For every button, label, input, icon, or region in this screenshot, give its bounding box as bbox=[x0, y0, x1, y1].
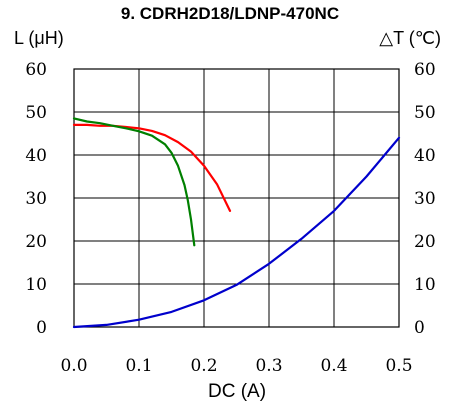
right-tick-label-2: 20 bbox=[414, 232, 436, 252]
left-tick-label-1: 10 bbox=[25, 275, 47, 295]
right-tick-label-0: 0 bbox=[414, 318, 425, 338]
series-line-0 bbox=[72, 123, 232, 212]
left-tick-labels: 0 10 20 30 40 50 60 bbox=[25, 60, 47, 338]
plot-frame bbox=[73, 68, 400, 328]
left-axis-label: L (μH) bbox=[14, 28, 64, 48]
left-tick-label-3: 30 bbox=[25, 189, 47, 209]
right-tick-label-3: 30 bbox=[414, 189, 436, 209]
x-tick-label-3: 0.3 bbox=[255, 356, 282, 376]
x-tick-labels: 0.0 0.1 0.2 0.3 0.4 0.5 bbox=[60, 356, 412, 376]
left-tick-label-0: 0 bbox=[36, 318, 47, 338]
x-tick-label-0: 0.0 bbox=[60, 356, 87, 376]
chart-title: 9. CDRH2D18/LDNP-470NC bbox=[121, 4, 339, 23]
x-axis-label: DC (A) bbox=[208, 381, 266, 402]
right-tick-labels: 0 10 20 30 40 50 60 bbox=[414, 60, 436, 338]
x-tick-label-5: 0.5 bbox=[385, 356, 412, 376]
series-line-1 bbox=[72, 117, 196, 247]
left-tick-label-4: 40 bbox=[25, 146, 47, 166]
left-tick-label-5: 50 bbox=[25, 103, 47, 123]
x-tick-label-2: 0.2 bbox=[190, 356, 217, 376]
left-tick-label-6: 60 bbox=[25, 60, 47, 80]
grid-lines bbox=[73, 68, 400, 328]
right-axis-label: △T (℃) bbox=[379, 28, 441, 48]
series-lines bbox=[72, 117, 401, 329]
right-tick-label-6: 60 bbox=[414, 60, 436, 80]
series-line-2 bbox=[72, 136, 401, 329]
right-tick-label-1: 10 bbox=[414, 275, 436, 295]
x-tick-label-4: 0.4 bbox=[320, 356, 347, 376]
right-tick-label-5: 50 bbox=[414, 103, 436, 123]
right-tick-label-4: 40 bbox=[414, 146, 436, 166]
left-tick-label-2: 20 bbox=[25, 232, 47, 252]
x-tick-label-1: 0.1 bbox=[125, 356, 152, 376]
